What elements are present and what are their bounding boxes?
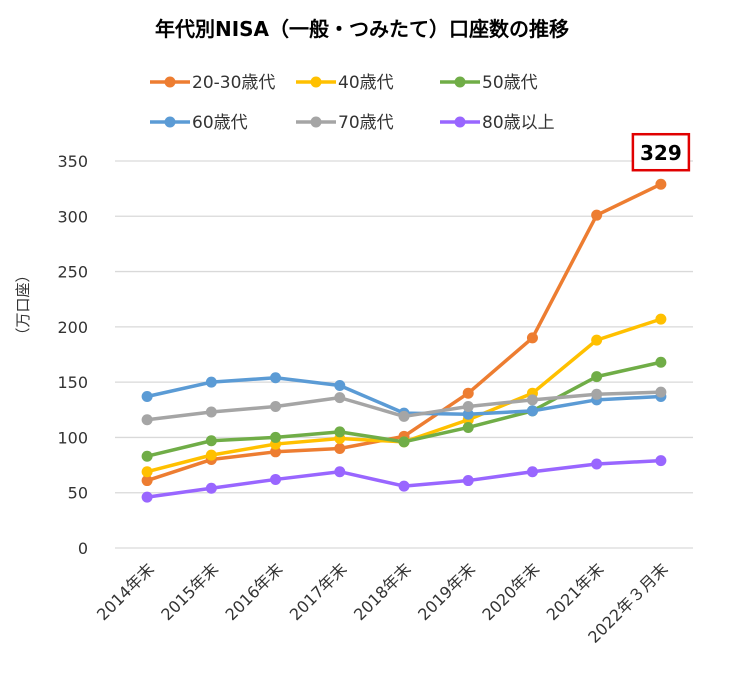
data-point [334, 442, 346, 454]
data-point [591, 458, 603, 470]
y-tick-label: 50 [68, 484, 88, 503]
data-point [655, 178, 667, 190]
legend-marker [310, 76, 322, 88]
data-point [270, 446, 282, 458]
data-label-callout: 329 [631, 132, 691, 172]
data-point [526, 332, 538, 344]
y-axis-label: （万口座） [14, 267, 32, 342]
y-tick-label: 300 [57, 207, 88, 226]
x-tick-label: 2014年末 [93, 559, 158, 624]
data-point [591, 209, 603, 221]
data-point [526, 466, 538, 478]
data-point [334, 379, 346, 391]
data-point [526, 394, 538, 406]
callout-box [631, 132, 691, 172]
data-point [591, 388, 603, 400]
legend-label: 20-30歳代 [192, 73, 275, 93]
y-tick-label: 350 [57, 152, 88, 171]
series-4 [141, 386, 667, 426]
data-point [270, 400, 282, 412]
x-tick-label: 2015年末 [157, 559, 222, 624]
data-point [141, 414, 153, 426]
data-point [462, 475, 474, 487]
data-point [655, 455, 667, 467]
legend-label: 80歳以上 [482, 113, 555, 133]
chart-title: 年代別NISA（一般・つみたて）口座数の推移 [155, 17, 569, 41]
data-point [205, 435, 217, 447]
legend-label: 40歳代 [338, 73, 394, 93]
legend-item: 70歳代 [296, 113, 394, 133]
series-2 [141, 356, 667, 462]
legend-marker [310, 116, 322, 128]
data-point [655, 386, 667, 398]
data-point [141, 491, 153, 503]
data-point [398, 480, 410, 492]
data-point [655, 313, 667, 325]
legend-marker [454, 76, 466, 88]
data-point [462, 408, 474, 420]
y-tick-label: 250 [57, 263, 88, 282]
data-point [205, 376, 217, 388]
legend-marker [164, 76, 176, 88]
x-tick-label: 2020年末 [478, 559, 543, 624]
x-tick-label: 2019年末 [414, 559, 479, 624]
data-point [270, 431, 282, 443]
data-point [462, 400, 474, 412]
data-point [270, 473, 282, 485]
data-point [334, 426, 346, 438]
data-point [270, 372, 282, 384]
legend-item: 40歳代 [296, 73, 394, 93]
data-point [655, 356, 667, 368]
legend-item: 50歳代 [440, 73, 538, 93]
x-tick-label: 2018年末 [350, 559, 415, 624]
x-tick-label: 2021年末 [543, 559, 608, 624]
data-point [398, 436, 410, 448]
legend-item: 60歳代 [150, 113, 248, 133]
series-line [146, 458, 661, 499]
data-point [462, 421, 474, 433]
legend-marker [164, 116, 176, 128]
legend-marker [454, 116, 466, 128]
data-point [334, 466, 346, 478]
series-5 [141, 455, 667, 503]
legend-label: 60歳代 [192, 113, 248, 133]
legend-item: 20-30歳代 [150, 73, 275, 93]
data-point [141, 466, 153, 478]
data-point [141, 450, 153, 462]
data-point [462, 387, 474, 399]
x-tick-label: 2016年末 [222, 559, 287, 624]
y-tick-label: 0 [78, 539, 88, 558]
data-point [205, 449, 217, 461]
legend-label: 70歳代 [338, 113, 394, 133]
x-tick-label: 2017年末 [286, 559, 351, 624]
callout-value: 329 [640, 141, 682, 165]
legend-label: 50歳代 [482, 73, 538, 93]
data-point [398, 410, 410, 422]
legend-item: 80歳以上 [440, 113, 555, 133]
y-tick-label: 200 [57, 318, 88, 337]
y-tick-label: 150 [57, 373, 88, 392]
y-tick-label: 100 [57, 428, 88, 447]
data-point [591, 334, 603, 346]
data-point [141, 475, 153, 487]
data-point [526, 405, 538, 417]
data-point [205, 406, 217, 418]
data-point [141, 391, 153, 403]
data-point [334, 392, 346, 404]
data-point [591, 371, 603, 383]
data-point [205, 482, 217, 494]
